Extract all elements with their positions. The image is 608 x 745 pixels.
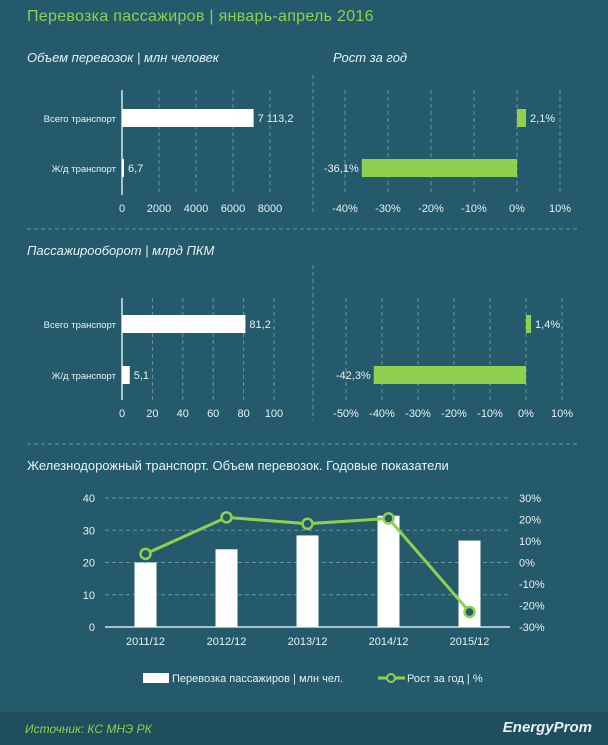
tick-label: -40% — [369, 408, 395, 420]
y-right-tick-label: -10% — [519, 579, 545, 591]
growth-marker — [139, 547, 152, 561]
tick-label: -40% — [332, 203, 358, 215]
tick-label: 20 — [146, 408, 158, 420]
x-tick-label: 2013/12 — [288, 636, 328, 648]
bar — [517, 109, 527, 127]
bar — [373, 366, 526, 384]
bar — [122, 315, 246, 333]
y-right-tick-label: -20% — [519, 601, 545, 613]
tick-label: -20% — [418, 203, 444, 215]
chart3-title: Пассажирооборот | млрд ПКМ — [27, 243, 215, 258]
tick-label: -30% — [405, 408, 431, 420]
y-right-tick-label: 30% — [519, 493, 541, 505]
energyprom-logo: EnergyProm — [502, 719, 592, 736]
column-bar — [134, 562, 157, 627]
source-text: Источник: КС МНЭ РК — [25, 722, 152, 736]
bar — [361, 159, 517, 177]
tick-label: 8000 — [258, 203, 282, 215]
footer: Источник: КС МНЭ РК EnergyProm — [0, 712, 608, 745]
tick-label: -30% — [375, 203, 401, 215]
x-tick-label: 2015/12 — [450, 636, 490, 648]
category-label: Ж/д транспорт — [52, 164, 117, 175]
chart1-title: Объем перевозок | млн человек — [27, 50, 219, 65]
data-label: 1,4% — [535, 319, 560, 331]
category-label: Всего транспорт — [44, 114, 117, 125]
tick-label: 80 — [237, 408, 249, 420]
growth-marker — [301, 517, 314, 531]
data-label: -36,1% — [324, 163, 359, 175]
chart2-title: Рост за год — [333, 50, 408, 65]
y-left-tick-label: 10 — [83, 590, 95, 602]
column-bar — [215, 549, 238, 627]
tick-label: 10% — [551, 408, 573, 420]
data-label: 81,2 — [249, 319, 270, 331]
y-left-tick-label: 0 — [89, 622, 95, 634]
tick-label: 2000 — [147, 203, 171, 215]
tick-label: -50% — [333, 408, 359, 420]
x-tick-label: 2011/12 — [126, 636, 165, 648]
bar — [122, 366, 130, 384]
legend-line-label: Рост за год | % — [407, 673, 483, 685]
tick-label: 60 — [207, 408, 219, 420]
y-right-tick-label: 0% — [519, 558, 535, 570]
legend-line-marker — [386, 673, 396, 683]
bar — [122, 109, 254, 127]
data-label: 2,1% — [530, 113, 555, 125]
data-label: -42,3% — [336, 370, 371, 382]
y-left-tick-label: 30 — [83, 525, 95, 537]
tick-label: -10% — [477, 408, 503, 420]
tick-label: 0 — [119, 408, 125, 420]
bar — [526, 315, 532, 333]
tick-label: 40 — [177, 408, 189, 420]
category-label: Всего транспорт — [44, 320, 117, 331]
column-bar — [377, 515, 400, 627]
growth-marker — [382, 512, 395, 525]
tick-label: 4000 — [184, 203, 208, 215]
tick-label: -10% — [461, 203, 487, 215]
legend-bar-swatch — [143, 673, 169, 683]
tick-label: 0% — [509, 203, 525, 215]
y-left-tick-label: 40 — [83, 493, 95, 505]
category-label: Ж/д транспорт — [52, 371, 117, 382]
x-tick-label: 2014/12 — [369, 636, 409, 648]
tick-label: 10% — [549, 203, 571, 215]
tick-label: -20% — [441, 408, 467, 420]
legend-bar-label: Перевозка пассажиров | млн чел. — [172, 673, 343, 685]
y-right-tick-label: 10% — [519, 536, 541, 548]
tick-label: 0 — [119, 203, 125, 215]
y-right-tick-label: 20% — [519, 515, 541, 527]
data-label: 5,1 — [134, 370, 149, 382]
growth-marker — [463, 605, 476, 619]
bar — [122, 159, 124, 177]
growth-marker — [220, 511, 233, 524]
chart5-title: Железнодорожный транспорт. Объем перевоз… — [27, 458, 449, 473]
data-label: 6,7 — [128, 163, 143, 175]
tick-label: 6000 — [221, 203, 245, 215]
y-right-tick-label: -30% — [519, 622, 545, 634]
page-title: Перевозка пассажиров | январь-апрель 201… — [27, 8, 374, 25]
tick-label: 100 — [265, 408, 283, 420]
data-label: 7 113,2 — [258, 113, 294, 125]
y-left-tick-label: 20 — [83, 558, 95, 570]
x-tick-label: 2012/12 — [207, 636, 247, 648]
column-bar — [296, 535, 319, 627]
tick-label: 0% — [518, 408, 534, 420]
